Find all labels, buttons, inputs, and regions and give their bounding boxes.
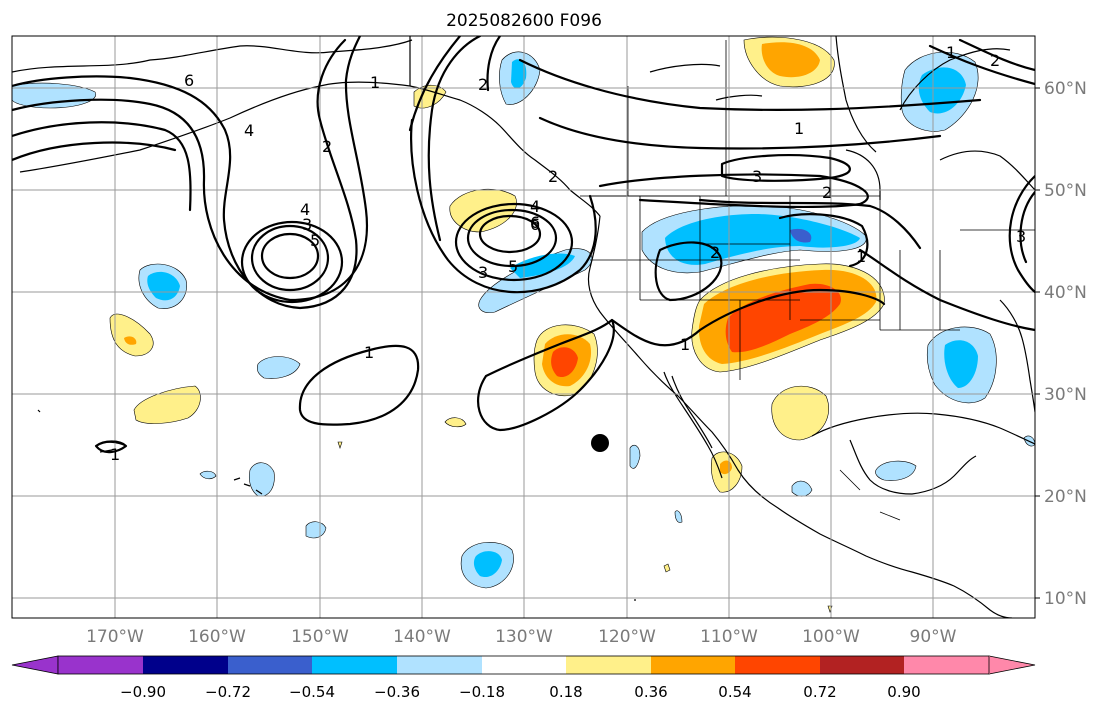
colorbar-tick: −0.36 (374, 683, 420, 701)
colorbar-tick: −0.54 (289, 683, 335, 701)
contour-label: 6 (530, 215, 540, 234)
latitude-labels: 60°N 50°N 40°N 30°N 20°N 10°N (1044, 79, 1087, 609)
contour-label: 3 (1016, 227, 1026, 246)
colorbar-tick: 0.54 (718, 683, 751, 701)
lat-label: 50°N (1044, 181, 1087, 201)
contour-label: 2 (322, 137, 332, 156)
colorbar-tick: −0.18 (459, 683, 505, 701)
colorbar-segment (143, 656, 229, 674)
contour-labels: 6 4 4 2 1 2 3 5 6 2 3 4 5 6 1 2 3 1 1 3 … (110, 43, 1026, 464)
lat-label: 30°N (1044, 385, 1087, 405)
lon-label: 170°W (86, 627, 144, 647)
colorbar-segment (566, 656, 652, 674)
lon-label: 130°W (495, 627, 553, 647)
storm-center-dot (591, 434, 609, 452)
lon-label: 90°W (910, 627, 957, 647)
contour-label: 6 (530, 213, 540, 232)
contour-label: 1 (794, 119, 804, 138)
contour-label: 2 (822, 183, 832, 202)
lat-label: 40°N (1044, 283, 1087, 303)
contour-label: 4 (530, 197, 540, 216)
contour-label: 2 (990, 51, 1000, 70)
colorbar-segment (651, 656, 737, 674)
contour-label: 3 (478, 263, 488, 282)
colorbar-tick: 0.36 (634, 683, 667, 701)
lon-label: 110°W (700, 627, 758, 647)
contour-label: 2 (478, 75, 488, 94)
lon-label: 120°W (598, 627, 656, 647)
colorbar-max-extend (988, 655, 1036, 675)
colorbar-segment (397, 656, 483, 674)
map-title: 2025082600 F096 (446, 11, 602, 31)
shaded-field (12, 36, 1035, 613)
lon-label: 160°W (188, 627, 246, 647)
colorbar-tick: −0.90 (120, 683, 166, 701)
map-frame (11, 35, 1036, 619)
contour-label: 6 (184, 71, 194, 90)
colorbar-tick: −0.72 (205, 683, 251, 701)
contour-label: 1 (370, 73, 380, 92)
colorbar-tick: 0.90 (887, 683, 920, 701)
contour-label: 5 (310, 231, 320, 250)
colorbar-segment (735, 656, 821, 674)
contour-label: 3 (302, 215, 312, 234)
colorbar-segment (228, 656, 314, 674)
contour-label: 1 (680, 335, 690, 354)
contour-label: 4 (244, 121, 254, 140)
contour-label: 5 (508, 257, 518, 276)
contour-label: 2 (710, 243, 720, 262)
longitude-labels: 170°W 160°W 150°W 140°W 130°W 120°W 110°… (86, 627, 957, 647)
contour-label: 3 (752, 167, 762, 186)
contour-label: 1 (364, 343, 374, 362)
colorbar: −0.90 −0.72 −0.54 −0.36 −0.18 0.18 0.36 … (11, 655, 1036, 701)
colorbar-tick: 0.72 (803, 683, 836, 701)
contour-lines (12, 36, 1035, 454)
colorbar-segment (482, 656, 568, 674)
lat-label: 60°N (1044, 79, 1087, 99)
lon-label: 150°W (291, 627, 349, 647)
contour-label: 1 (110, 445, 120, 464)
contour-label: 1 (946, 43, 956, 62)
political-borders (580, 40, 1035, 521)
colorbar-segment (820, 656, 906, 674)
colorbar-segment (904, 656, 990, 674)
colorbar-min-extend (11, 655, 59, 675)
contour-label: 4 (300, 200, 310, 219)
lat-label: 20°N (1044, 487, 1087, 507)
colorbar-segment (58, 656, 144, 674)
lat-label: 10°N (1044, 589, 1087, 609)
contour-label: 1 (856, 247, 866, 266)
lat-ticks (1035, 87, 1040, 599)
lon-label: 140°W (393, 627, 451, 647)
colorbar-segment (312, 656, 398, 674)
colorbar-tick: 0.18 (549, 683, 582, 701)
contour-label: 2 (548, 167, 558, 186)
lon-label: 100°W (802, 627, 860, 647)
